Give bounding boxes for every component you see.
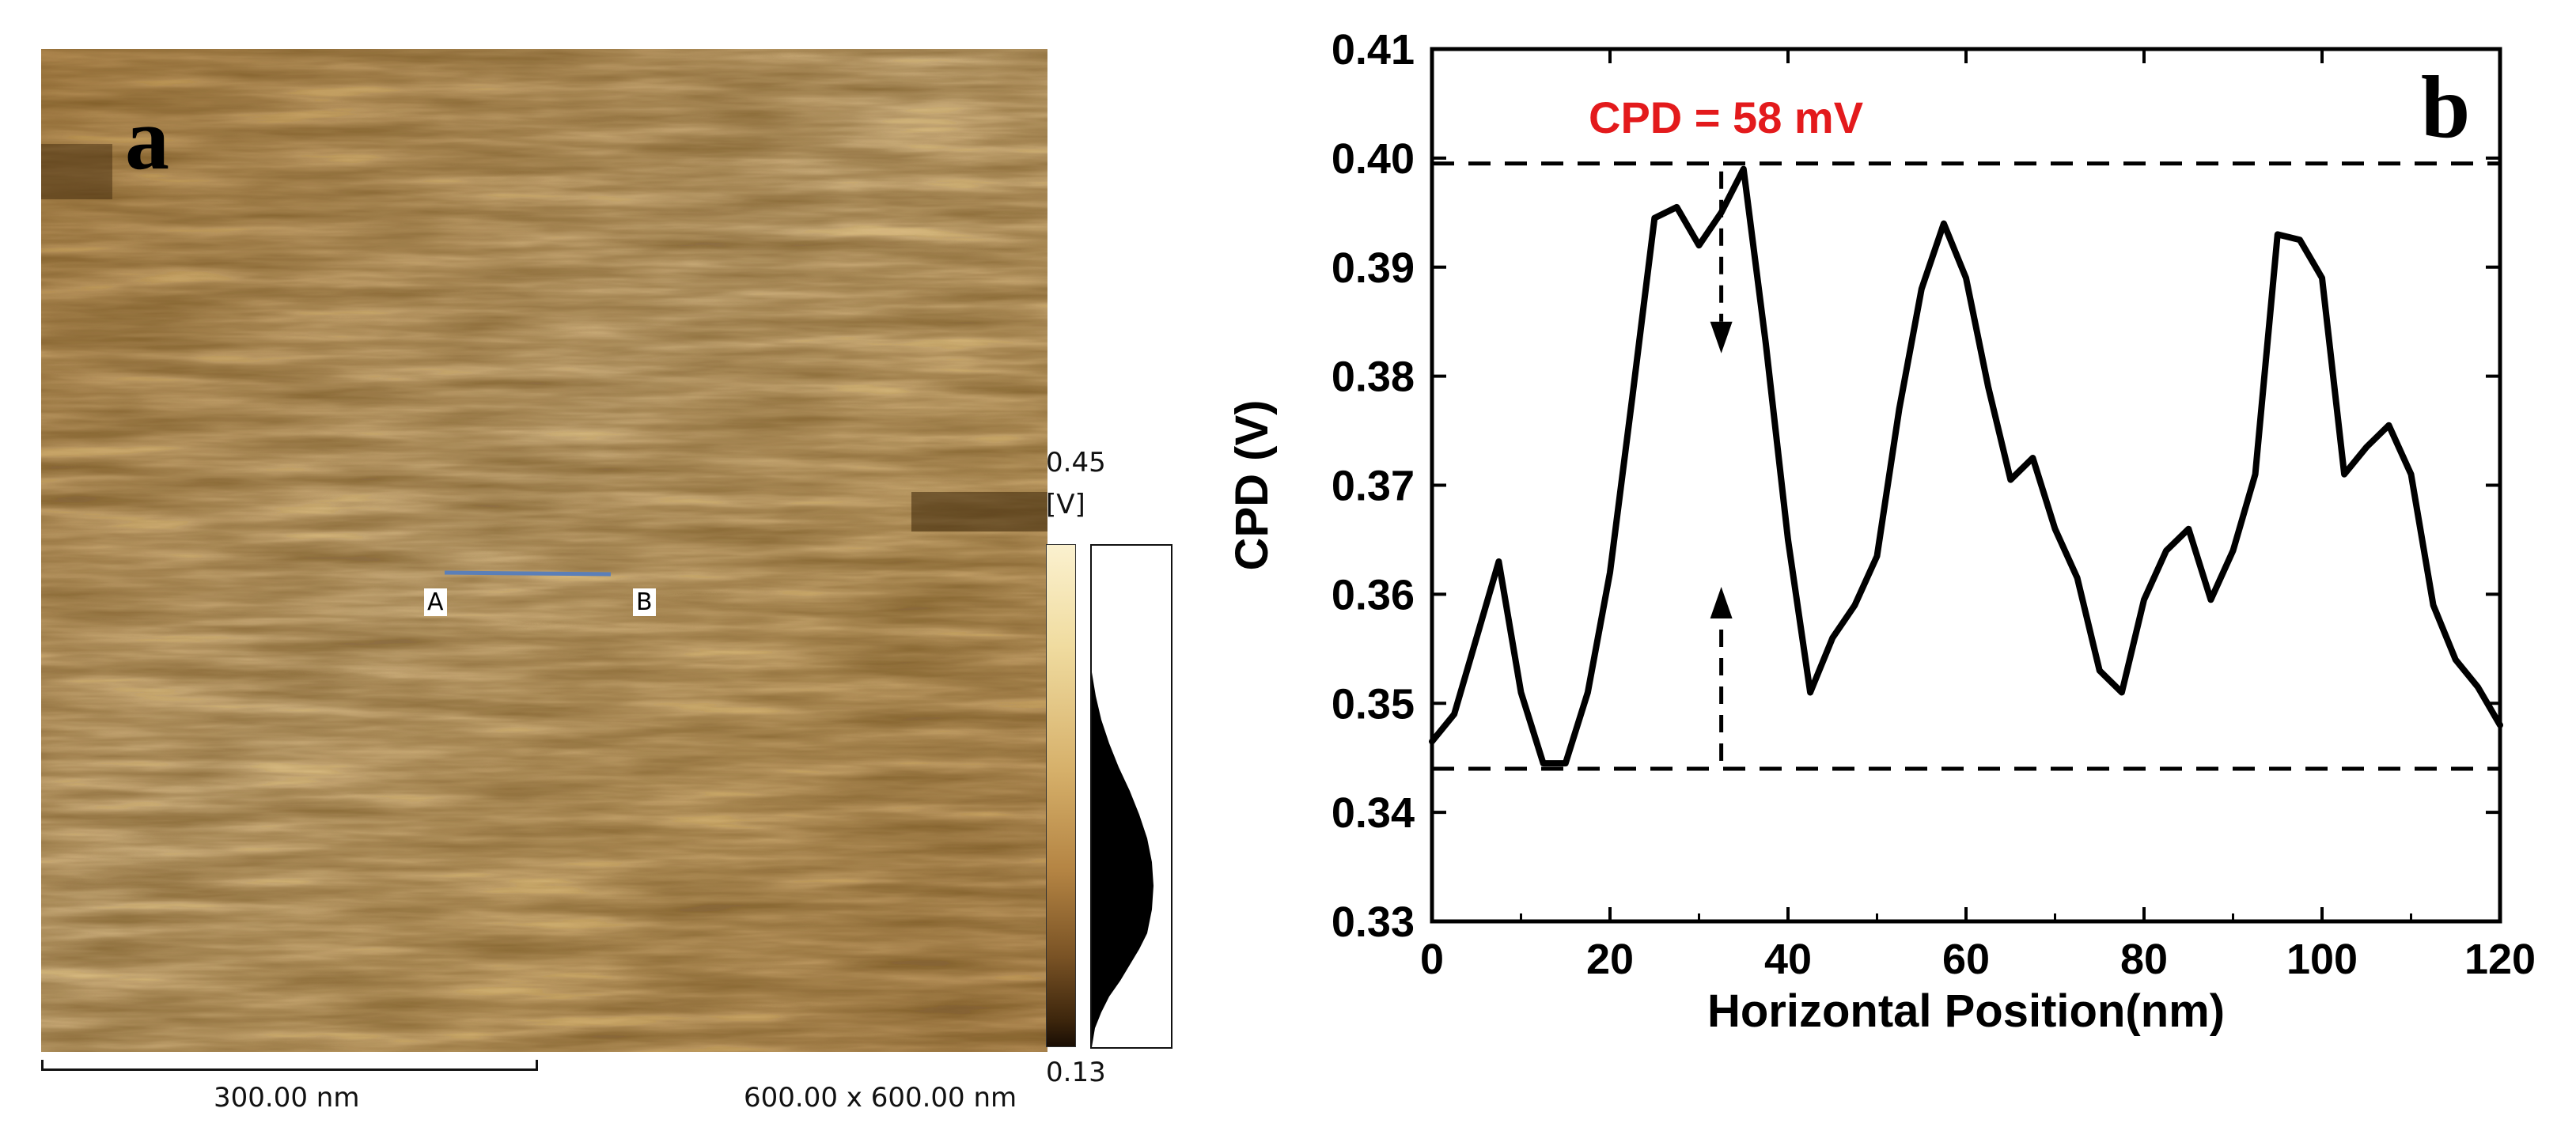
- y-tick-label: 0.36: [1332, 571, 1415, 618]
- y-tick-label: 0.34: [1332, 789, 1415, 837]
- arrow-down-head: [1710, 321, 1733, 354]
- plot-area: [1429, 161, 2503, 771]
- dark-streak: [41, 144, 112, 199]
- cpd-profile-chart: 0.33 0.34 0.35 0.36 0.37 0.38 0.39 0.40 0.41 0 20 4…: [1234, 26, 2536, 1037]
- value-histogram: [1090, 544, 1172, 1049]
- y-tick-label: 0.33: [1332, 898, 1415, 946]
- profile-start-label: A: [424, 588, 447, 616]
- x-axis-label: Horizontal Position(nm): [1707, 985, 2225, 1037]
- y-axis-label: CPD (V): [1234, 400, 1278, 571]
- y-tick-label: 0.40: [1332, 135, 1415, 183]
- y-tick-label: 0.38: [1332, 354, 1415, 401]
- panel-b: 0.33 0.34 0.35 0.36 0.37 0.38 0.39 0.40 0.41 0 20 4…: [1234, 0, 2576, 1146]
- profile-line: [444, 570, 612, 577]
- x-tick-label: 120: [2464, 936, 2536, 983]
- colorbar-unit-label: [V]: [1046, 489, 1085, 520]
- x-tick-label: 100: [2286, 936, 2358, 983]
- x-tick-label: 20: [1586, 936, 1634, 983]
- y-tick-label: 0.41: [1332, 26, 1415, 74]
- cpd-annotation: CPD = 58 mV: [1589, 93, 1863, 142]
- y-tick-label: 0.35: [1332, 680, 1415, 728]
- afm-potential-map: [41, 49, 1047, 1052]
- colorbar-max-label: 0.45: [1046, 447, 1106, 478]
- colorbar-min-label: 0.13: [1046, 1057, 1106, 1088]
- y-tick-label: 0.39: [1332, 244, 1415, 292]
- x-tick-label: 80: [2120, 936, 2168, 983]
- arrow-up-head: [1710, 586, 1733, 618]
- x-tick-label: 0: [1420, 936, 1444, 983]
- profile-end-label: B: [633, 588, 656, 616]
- panel-label-a: a: [125, 90, 169, 188]
- dark-streak: [911, 492, 1047, 531]
- panel-a: a A B 0.45 [V] 0.13 300.00 nm 600.00 x 6…: [0, 0, 1234, 1146]
- plot-frame: [1430, 47, 2502, 924]
- scale-bar-label: 300.00 nm: [214, 1082, 360, 1114]
- x-tick-label: 40: [1764, 936, 1812, 983]
- scale-bar: [41, 1060, 538, 1071]
- cpd-series-line: [1429, 165, 2503, 767]
- panel-label-b: b: [2421, 59, 2471, 157]
- axes: 0.33 0.34 0.35 0.36 0.37 0.38 0.39 0.40 0.41 0 20 4…: [1234, 26, 2536, 1037]
- x-tick-label: 60: [1942, 936, 1990, 983]
- y-tick-label: 0.37: [1332, 463, 1415, 510]
- histogram-fill: [1092, 546, 1154, 1047]
- colorbar: [1046, 544, 1076, 1047]
- image-size-label: 600.00 x 600.00 nm: [744, 1082, 1017, 1114]
